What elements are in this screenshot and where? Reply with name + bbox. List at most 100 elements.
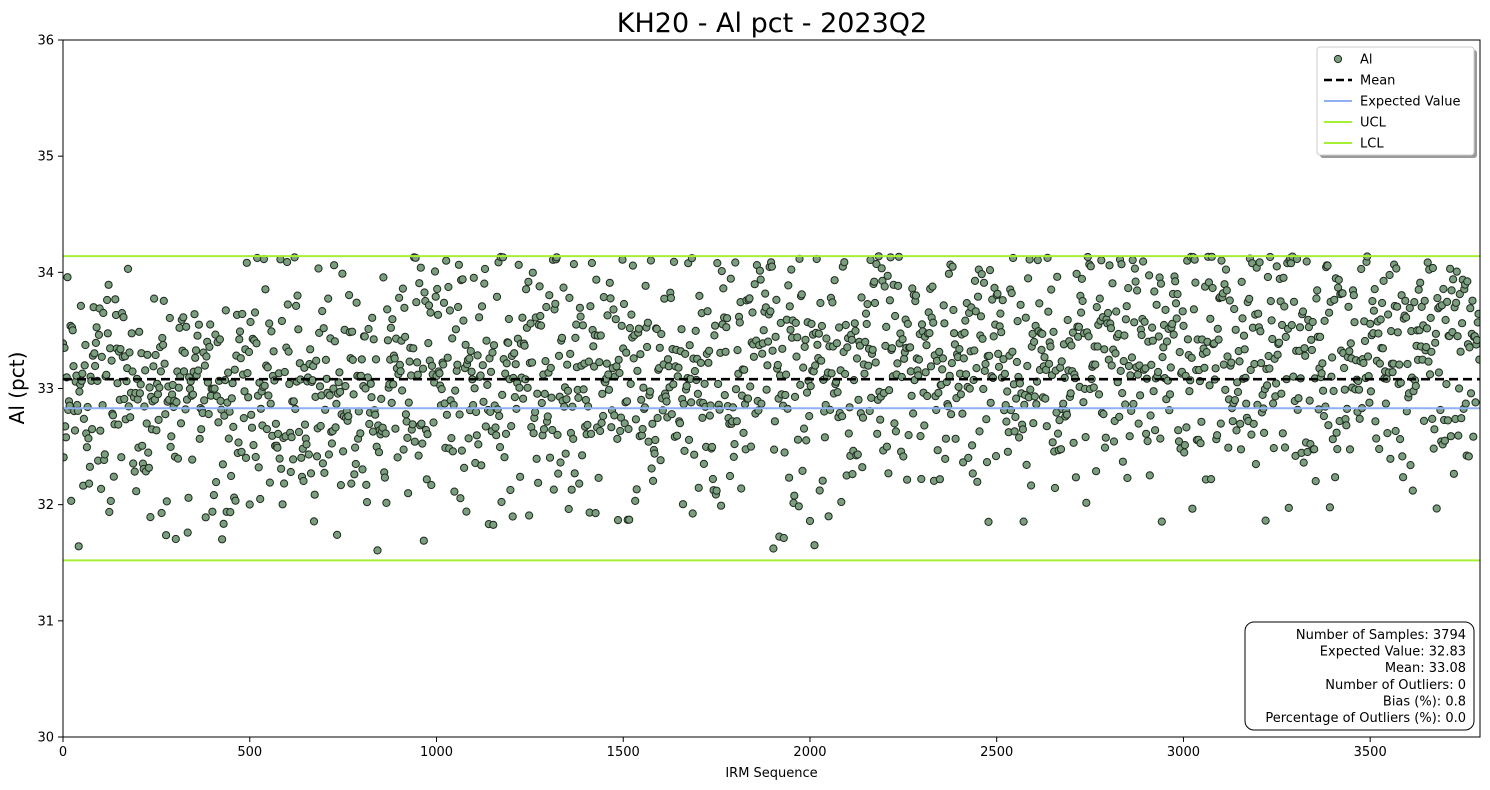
data-point [843, 343, 852, 352]
data-point [616, 413, 626, 422]
y-tick-label: 35 [37, 150, 54, 165]
data-point [526, 319, 535, 328]
data-point [1033, 256, 1042, 265]
data-point [740, 365, 749, 374]
data-point [244, 393, 253, 402]
data-point [618, 255, 627, 264]
data-point [1157, 517, 1166, 526]
data-point [480, 279, 489, 288]
data-point [1038, 329, 1047, 338]
data-point [587, 429, 596, 438]
data-point [1010, 427, 1019, 436]
data-point [239, 414, 248, 423]
data-point [885, 386, 894, 395]
data-point [938, 354, 948, 363]
data-point [549, 485, 558, 494]
data-point [173, 454, 183, 463]
data-point [655, 343, 664, 352]
data-point [622, 397, 632, 406]
data-point [285, 379, 294, 389]
data-point [755, 266, 765, 275]
data-point [1471, 398, 1480, 407]
data-point [348, 355, 357, 364]
data-point [1213, 431, 1222, 440]
data-point [1078, 296, 1087, 306]
data-point [250, 308, 260, 317]
data-point [583, 420, 592, 429]
data-point [1401, 296, 1410, 305]
data-point [906, 367, 915, 376]
data-point [644, 437, 653, 446]
data-point [243, 369, 252, 378]
data-point [482, 336, 491, 345]
x-tick-label: 3000 [1167, 745, 1200, 760]
data-point [816, 298, 825, 308]
data-point [1370, 285, 1379, 294]
data-point [985, 351, 994, 360]
data-point [1169, 330, 1178, 339]
data-point [1392, 264, 1401, 273]
data-point [871, 358, 880, 367]
data-point [152, 426, 161, 435]
data-point [833, 388, 842, 397]
data-point [722, 323, 731, 332]
data-point [1468, 296, 1477, 305]
data-point [1456, 347, 1465, 356]
data-point [1457, 414, 1466, 423]
data-point [886, 253, 895, 262]
data-point [1030, 337, 1039, 346]
data-point [455, 410, 464, 419]
data-point [980, 366, 989, 375]
data-point [993, 289, 1002, 298]
data-point [286, 467, 295, 477]
data-point [159, 340, 168, 349]
data-point [1384, 310, 1393, 319]
data-point [194, 320, 203, 329]
data-point [652, 324, 661, 334]
data-point [899, 452, 908, 461]
data-point [799, 363, 808, 372]
data-point [569, 260, 579, 269]
data-point [479, 397, 488, 406]
data-point [1204, 278, 1214, 287]
data-point [162, 497, 171, 506]
data-point [338, 269, 347, 278]
data-point [824, 512, 833, 521]
data-point [1238, 314, 1247, 323]
data-point [631, 496, 640, 505]
data-point [1151, 426, 1160, 435]
data-point [1249, 419, 1258, 428]
data-point [938, 365, 947, 374]
data-point [424, 301, 434, 310]
data-point [553, 430, 562, 439]
data-point [1119, 357, 1128, 366]
data-point [451, 386, 460, 395]
data-point [477, 302, 487, 311]
data-point [1443, 297, 1452, 306]
data-point [229, 422, 238, 431]
data-point [1430, 425, 1439, 434]
data-point [1461, 399, 1470, 408]
data-point [1378, 298, 1387, 308]
data-point [958, 409, 967, 418]
data-point [535, 282, 544, 291]
data-point [1099, 410, 1108, 419]
data-point [713, 259, 722, 268]
data-point [571, 333, 580, 342]
data-point [536, 311, 545, 321]
data-point [882, 322, 891, 331]
data-point [1030, 392, 1039, 401]
data-point [1300, 344, 1309, 353]
data-point [128, 367, 137, 376]
data-point [947, 410, 956, 419]
data-point [1265, 364, 1274, 373]
data-point [1402, 313, 1411, 322]
data-point [959, 354, 968, 363]
data-point [1266, 297, 1275, 306]
data-point [412, 298, 421, 307]
data-point [1196, 439, 1205, 448]
data-point [1066, 389, 1075, 398]
data-point [388, 315, 397, 324]
data-point [657, 329, 666, 339]
data-point [320, 468, 329, 477]
